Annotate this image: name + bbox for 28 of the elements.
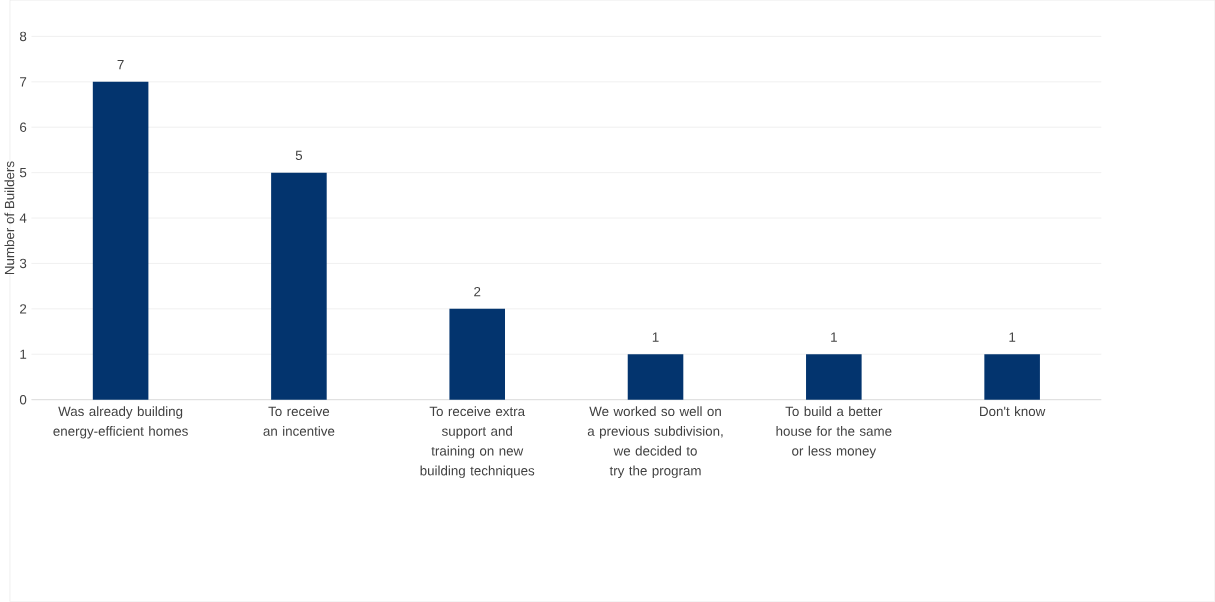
- bar: [627, 354, 684, 400]
- x-tick-label: To receive an incentive: [263, 406, 335, 436]
- y-tick-label: 5: [19, 168, 27, 178]
- data-label: 1: [652, 332, 659, 342]
- y-tick-label: 4: [19, 213, 27, 223]
- data-label: 1: [831, 332, 837, 342]
- data-label: 1: [1009, 332, 1016, 342]
- y-tick-label: 8: [19, 31, 27, 42]
- bar: [449, 308, 506, 400]
- x-tick-label: To build a better house for the same or less money: [776, 406, 892, 459]
- y-tick-label: 3: [19, 258, 27, 269]
- y-tick-label: 1: [20, 349, 27, 359]
- x-tick-label: We worked so well on a previous subdivision, we decided to try the program: [587, 406, 723, 479]
- data-label: 7: [117, 60, 124, 70]
- bar: [806, 354, 862, 400]
- y-tick-label: 6: [20, 122, 27, 133]
- bar: [92, 81, 149, 400]
- y-tick-label: 2: [20, 304, 27, 314]
- x-tick-label: Don't know: [980, 406, 1046, 417]
- data-label: 5: [295, 150, 303, 161]
- bar: [984, 354, 1040, 400]
- data-label: 2: [474, 287, 481, 297]
- y-tick-label: 0: [19, 395, 27, 405]
- y-axis-title: Number of Builders: [4, 161, 15, 275]
- x-tick-label: To receive extra support and training on new building techniques: [420, 406, 535, 479]
- x-tick-label: Was already building energy-efficient homes: [53, 406, 188, 439]
- bar: [271, 172, 327, 400]
- y-tick-label: 7: [20, 77, 27, 87]
